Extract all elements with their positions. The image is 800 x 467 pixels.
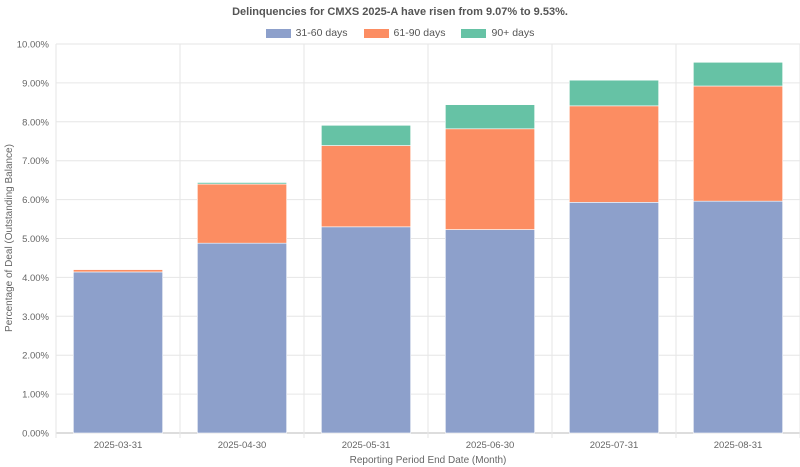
bar-segment-90-days[interactable] [197,182,287,185]
y-tick-label: 3.00% [22,312,49,323]
y-tick-label: 10.00% [17,40,50,51]
bar-segment-61-90-days[interactable] [693,85,783,202]
legend-swatch-61-90 [363,28,389,38]
bar-segment-61-90-days[interactable] [445,128,535,230]
bar-segment-90-days[interactable] [321,125,411,146]
y-tick-label: 1.00% [22,390,49,401]
x-tick-label: 2025-06-30 [466,440,515,451]
x-tick-label: 2025-05-31 [342,440,391,451]
bar-segment-90-days[interactable] [569,79,659,107]
x-tick-label: 2025-08-31 [714,440,763,451]
bar-segment-90-days[interactable] [445,104,535,130]
legend-item-90-plus[interactable]: 90+ days [461,27,534,39]
y-tick-label: 7.00% [22,156,49,167]
bar-segment-31-60-days[interactable] [445,229,535,434]
x-tick-label: 2025-04-30 [218,440,267,451]
bar-segment-31-60-days[interactable] [693,200,783,434]
chart-title: Delinquencies for CMXS 2025-A have risen… [232,6,568,18]
legend: 31-60 days 61-90 days 90+ days [0,27,800,39]
legend-swatch-90-plus [461,28,487,38]
y-tick-label: 0.00% [22,429,49,440]
y-tick-label: 9.00% [22,78,49,89]
bar-segment-61-90-days[interactable] [73,269,163,273]
legend-swatch-31-60 [265,28,291,38]
x-tick-label: 2025-03-31 [94,440,143,451]
y-tick-label: 6.00% [22,195,49,206]
legend-item-61-90[interactable]: 61-90 days [363,27,446,39]
bar-segment-31-60-days[interactable] [73,271,163,434]
y-tick-label: 8.00% [22,117,49,128]
y-tick-label: 4.00% [22,273,49,284]
tick-layer: 0.00% 1.00% 2.00% 3.00% 4.00% 5.00% 6.00% 7.00%… [17,40,763,452]
bar-segment-31-60-days[interactable] [197,242,287,434]
bar-layer [73,61,783,434]
bar-segment-61-90-days[interactable] [197,183,287,244]
legend-label-31-60: 31-60 days [295,27,348,39]
grid-layer [55,43,800,438]
legend-label-61-90: 61-90 days [393,27,446,39]
bar-segment-31-60-days[interactable] [321,226,411,434]
x-tick-label: 2025-07-31 [590,440,639,451]
x-axis-label: Reporting Period End Date (Month) [350,455,507,466]
y-tick-label: 5.00% [22,234,49,245]
legend-item-31-60[interactable]: 31-60 days [265,27,348,39]
bar-segment-61-90-days[interactable] [569,105,659,203]
y-tick-label: 2.00% [22,351,49,362]
y-axis-label: Percentage of Deal (Outstanding Balance) [4,144,15,332]
bar-segment-31-60-days[interactable] [569,202,659,434]
bar-segment-90-days[interactable] [693,61,783,87]
bar-segment-61-90-days[interactable] [321,145,411,228]
legend-label-90-plus: 90+ days [491,27,535,39]
